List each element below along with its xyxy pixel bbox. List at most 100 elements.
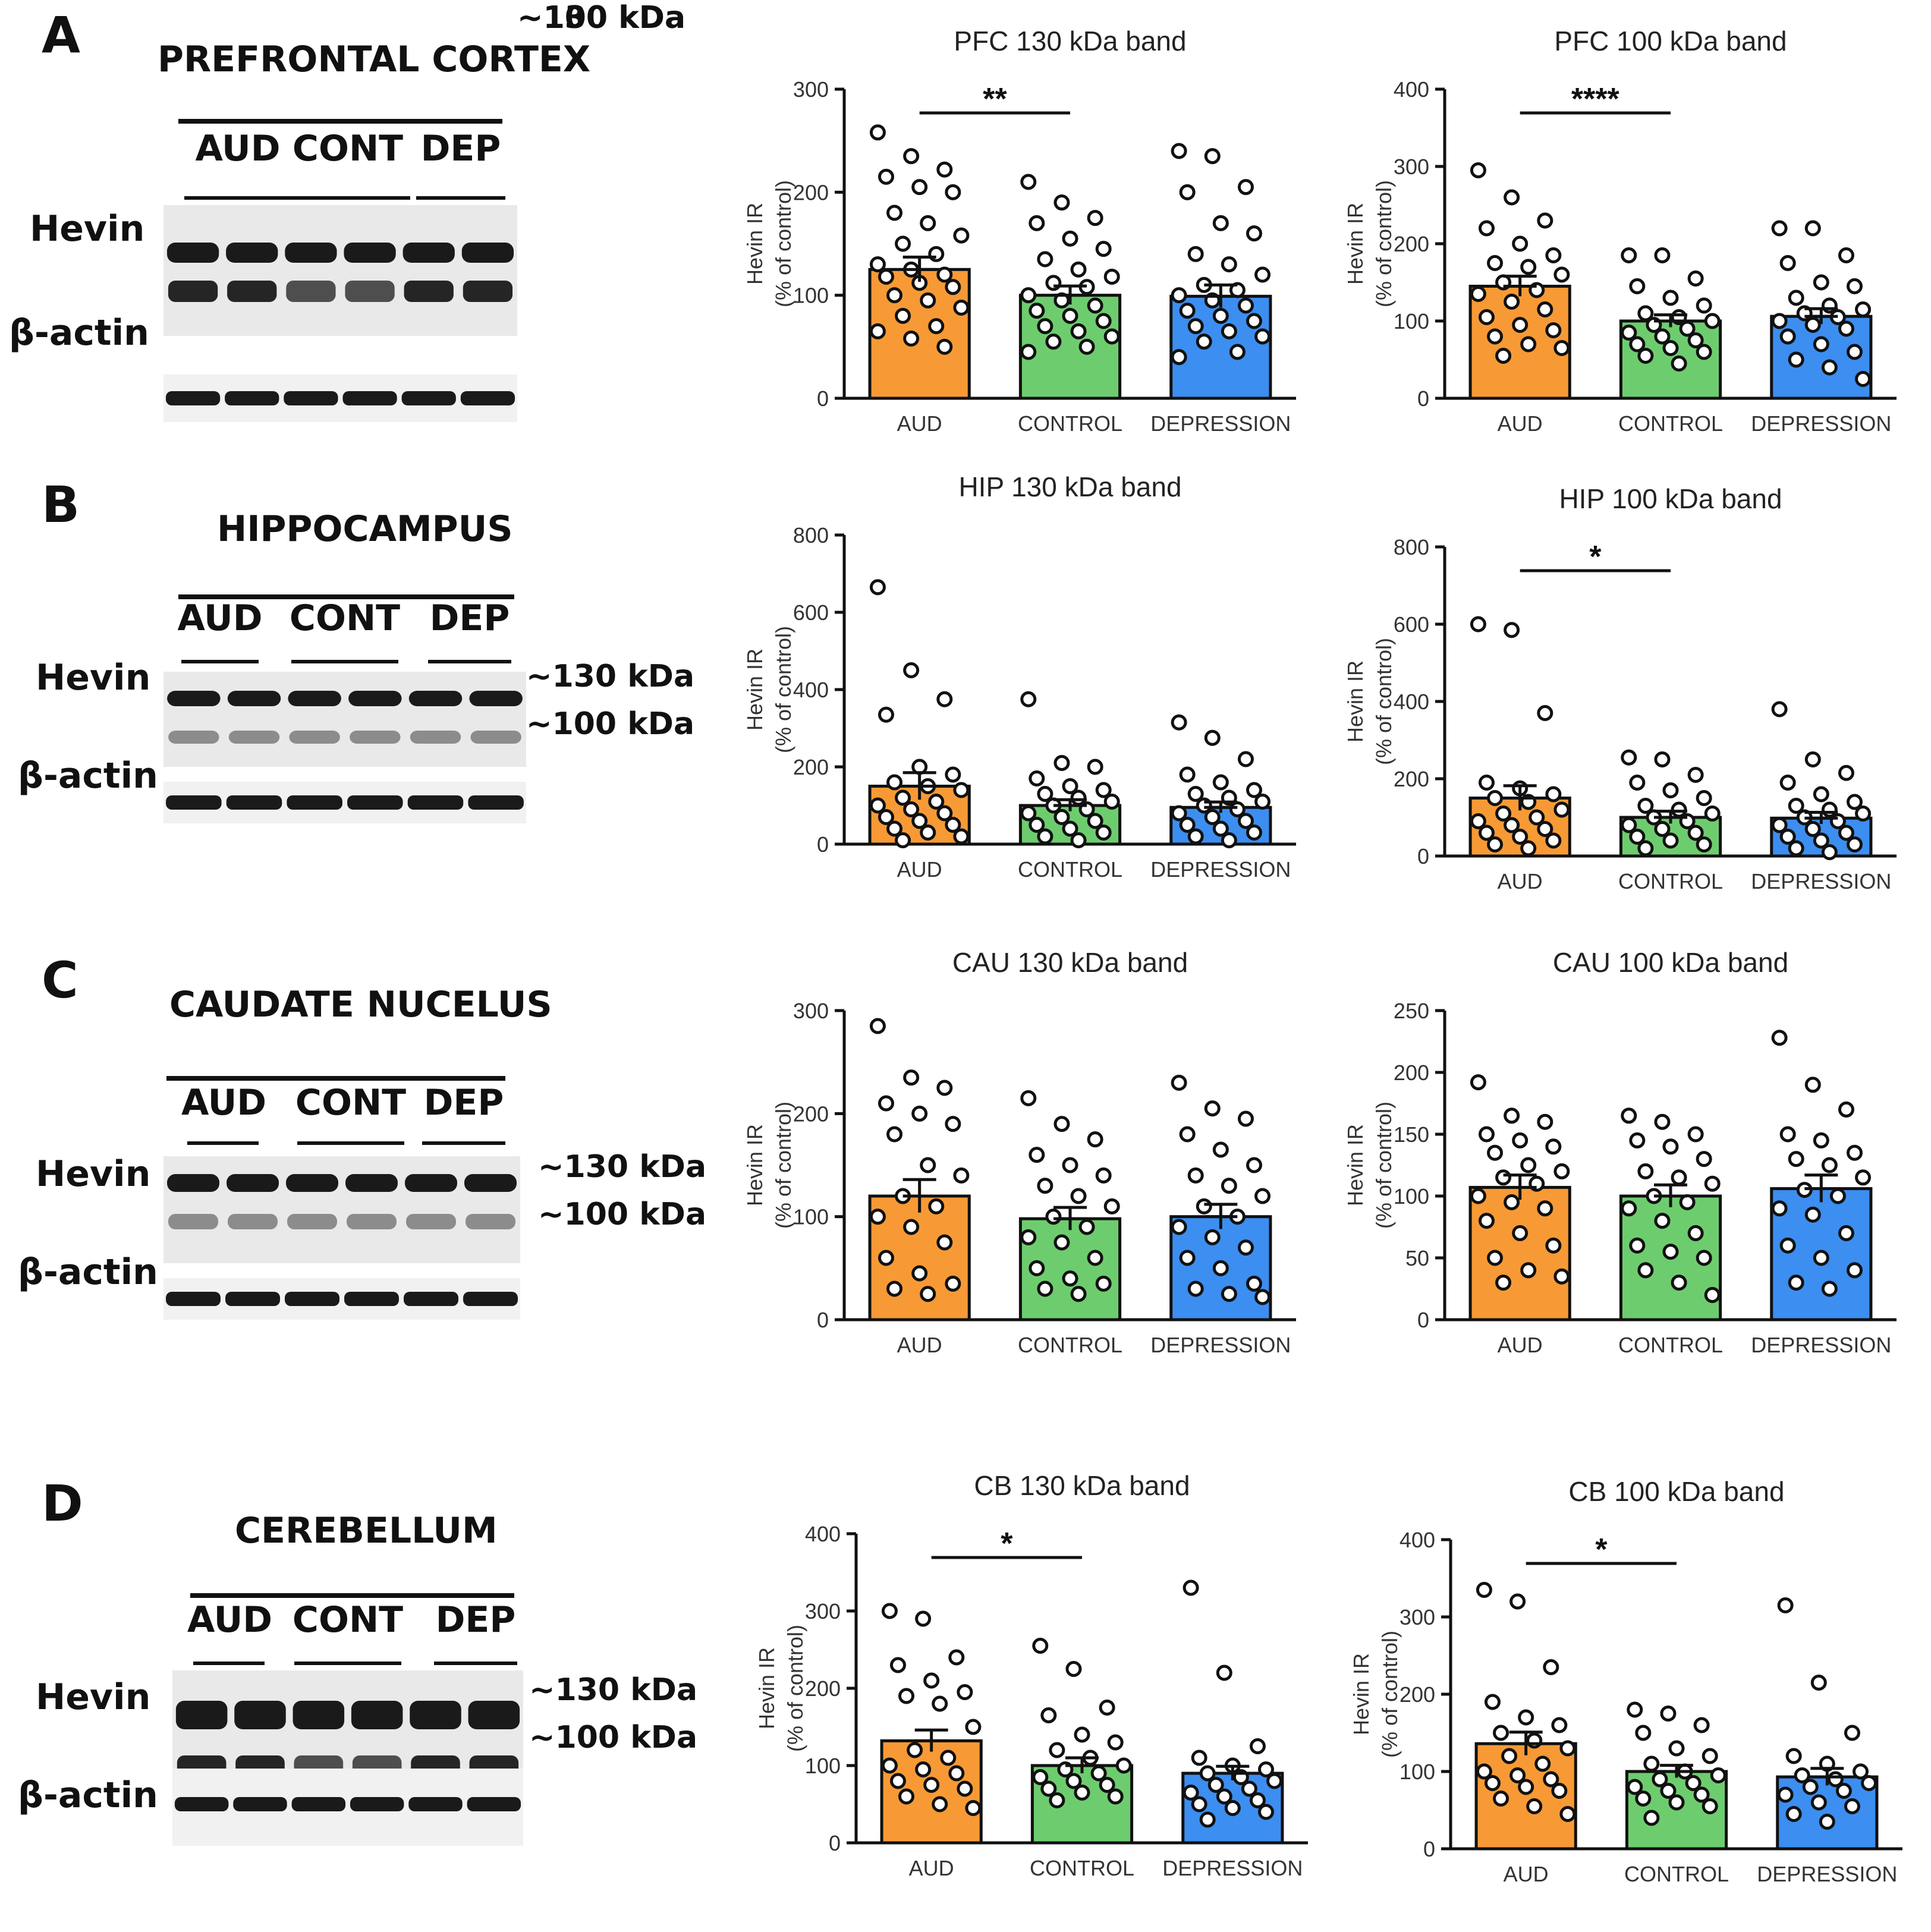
data-point-depression xyxy=(1212,1260,1229,1276)
data-point-depression xyxy=(1804,1206,1821,1223)
y-tick-label: 100 xyxy=(805,1754,841,1778)
chart-title: HIP 130 kDa band xyxy=(958,471,1181,502)
kda-label-100: ~100 kDa xyxy=(529,1720,698,1755)
data-point-aud xyxy=(936,1234,953,1251)
data-point-aud xyxy=(903,1219,920,1235)
region-rule xyxy=(190,1593,514,1598)
data-point-control xyxy=(1637,1262,1654,1279)
data-point-depression xyxy=(1237,179,1254,196)
band-130 xyxy=(166,243,219,263)
chart-cb-130: CB 130 kDa band 0 100 200 300 400 Hevin IR (% o… xyxy=(754,1470,1308,1880)
y-tick-label: 400 xyxy=(1394,77,1429,102)
band-actin xyxy=(344,1292,399,1306)
hevin-membrane xyxy=(163,205,517,336)
y-label-line1: Hevin IR xyxy=(1343,1124,1367,1206)
data-point-aud xyxy=(878,168,894,185)
data-point-aud xyxy=(920,825,936,841)
data-point-control xyxy=(1696,836,1712,852)
data-point-control xyxy=(1662,1244,1679,1260)
data-point-aud xyxy=(911,1105,928,1122)
data-point-depression xyxy=(1254,794,1271,810)
y-tick-label: 400 xyxy=(1394,690,1429,714)
band-130 xyxy=(348,691,402,706)
data-point-aud xyxy=(1518,1779,1534,1795)
chart-hip-130: HIP 130 kDa band 0 200 400 600 800 Hevin IR (% … xyxy=(743,471,1296,882)
data-point-control xyxy=(1062,820,1078,837)
data-point-aud xyxy=(965,1719,982,1735)
data-point-control xyxy=(1032,1638,1049,1654)
panel-letter: C xyxy=(42,951,78,1009)
data-point-control xyxy=(1029,1260,1045,1276)
y-axis-label: Hevin IR (% of control) xyxy=(1343,638,1396,765)
data-point-depression xyxy=(1794,1767,1810,1783)
y-axis-label: Hevin IR (% of control) xyxy=(743,1102,795,1229)
y-label-line2: (% of control) xyxy=(771,1102,795,1229)
x-tick-label-aud: AUD xyxy=(897,857,942,882)
group-label-cont: CONT xyxy=(295,1082,407,1124)
data-point-aud xyxy=(1512,1225,1529,1241)
group-label-cont: CONT xyxy=(292,128,404,169)
group-label-dep: DEP xyxy=(423,1082,504,1124)
band-130 xyxy=(464,1174,517,1192)
data-point-depression xyxy=(1196,1198,1212,1214)
data-point-depression xyxy=(1171,1074,1187,1091)
data-point-aud xyxy=(889,1657,906,1673)
band-130 xyxy=(468,1701,520,1729)
data-point-aud xyxy=(928,246,945,262)
data-point-control xyxy=(1062,1270,1078,1287)
data-point-aud xyxy=(1501,1748,1518,1764)
data-point-depression xyxy=(1771,701,1788,718)
y-tick-label: 800 xyxy=(1394,535,1429,559)
region-title: CAUDATE NUCELUS xyxy=(169,984,552,1025)
band-100 xyxy=(406,1214,456,1229)
x-tick-label-control: CONTROL xyxy=(1624,1862,1729,1886)
data-point-depression xyxy=(1221,256,1237,273)
data-point-depression xyxy=(1804,220,1821,237)
data-point-aud xyxy=(1520,336,1537,353)
band-actin xyxy=(174,1797,229,1811)
band-130 xyxy=(227,1174,279,1192)
data-point-depression xyxy=(1838,1225,1854,1241)
data-point-control xyxy=(1053,1234,1070,1251)
group-underline xyxy=(428,660,511,663)
data-point-aud xyxy=(903,148,920,165)
data-point-aud xyxy=(920,1286,936,1302)
data-point-depression xyxy=(1804,1077,1821,1093)
y-label-line1: Hevin IR xyxy=(743,649,767,731)
data-point-aud xyxy=(1495,1169,1512,1186)
band-actin xyxy=(460,391,515,405)
data-point-depression xyxy=(1246,313,1263,329)
data-point-aud xyxy=(957,1780,973,1797)
y-tick-label: 300 xyxy=(793,999,829,1023)
data-point-depression xyxy=(1254,266,1271,283)
data-point-aud xyxy=(889,1773,906,1789)
data-point-aud xyxy=(886,1280,903,1297)
data-point-aud xyxy=(940,1750,957,1766)
data-point-control xyxy=(1662,290,1679,306)
x-tick-label-aud: AUD xyxy=(897,411,942,436)
data-point-aud xyxy=(1504,622,1520,638)
data-point-aud xyxy=(953,1167,970,1184)
data-point-depression xyxy=(1838,1101,1854,1118)
data-point-control xyxy=(1037,828,1053,845)
data-point-aud xyxy=(1534,1755,1551,1772)
data-point-aud xyxy=(886,774,903,791)
data-point-aud xyxy=(878,1095,894,1112)
data-point-aud xyxy=(936,805,953,822)
data-point-depression xyxy=(1191,1796,1207,1813)
group-label-dep: DEP xyxy=(429,597,510,639)
chart-hip-100: HIP 100 kDa band 0 200 400 600 800 Hevin IR (% … xyxy=(1343,483,1897,893)
data-point-depression xyxy=(1779,255,1796,271)
data-point-aud xyxy=(903,330,920,347)
chart-title: CAU 100 kDa band xyxy=(1553,947,1788,978)
band-130 xyxy=(234,1701,286,1729)
data-point-control xyxy=(1099,1700,1115,1716)
data-point-depression xyxy=(1212,820,1229,837)
data-point-control xyxy=(1702,1798,1718,1814)
row-label-hevin: Hevin xyxy=(36,657,151,698)
band-130 xyxy=(469,691,523,706)
y-tick-label: 400 xyxy=(1399,1528,1435,1552)
panel-letter: A xyxy=(42,6,81,64)
data-point-aud xyxy=(1520,840,1537,857)
band-actin xyxy=(407,795,464,810)
